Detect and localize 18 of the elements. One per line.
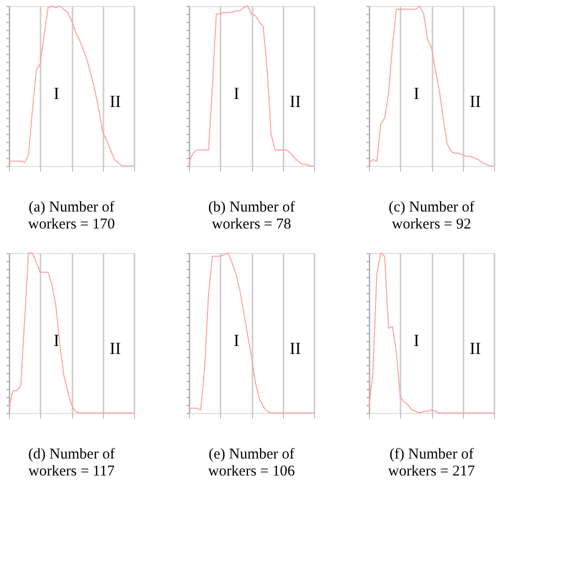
annotation: II <box>290 92 302 111</box>
annotation: II <box>470 339 482 358</box>
annotation: II <box>470 92 482 111</box>
annotation: I <box>234 331 240 350</box>
annotation: II <box>110 339 122 358</box>
annotation: II <box>290 339 302 358</box>
annotation: I <box>414 331 420 350</box>
annotation: I <box>54 331 60 350</box>
text: (b) Number of workers = 78 <box>208 200 295 232</box>
annotation: II <box>110 92 122 111</box>
text: (f) Number of workers = 217 <box>388 446 476 480</box>
text: (c) Number of workers = 92 <box>388 200 474 232</box>
text: (a) Number of workers = 170 <box>28 200 115 232</box>
annotation: I <box>234 84 240 103</box>
annotation: I <box>54 84 60 103</box>
annotation: I <box>414 84 420 103</box>
text: (e) Number of workers = 106 <box>208 446 296 480</box>
text: (d) Number of workers = 117 <box>28 446 116 480</box>
